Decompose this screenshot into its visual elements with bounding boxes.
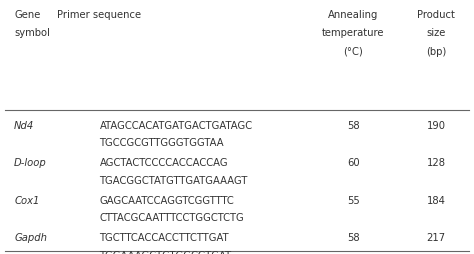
Text: symbol: symbol	[14, 28, 50, 38]
Text: Cox1: Cox1	[14, 196, 40, 206]
Text: TGCCGCGTTGGGTGGTAA: TGCCGCGTTGGGTGGTAA	[100, 138, 224, 148]
Text: size: size	[427, 28, 446, 38]
Text: 58: 58	[347, 121, 359, 131]
Text: (°C): (°C)	[343, 47, 363, 57]
Text: 55: 55	[347, 196, 359, 206]
Text: 60: 60	[347, 158, 359, 168]
Text: CTTACGCAATTTCCTGGCTCTG: CTTACGCAATTTCCTGGCTCTG	[100, 213, 244, 223]
Text: Nd4: Nd4	[14, 121, 35, 131]
Text: 190: 190	[427, 121, 446, 131]
Text: Annealing: Annealing	[328, 10, 378, 20]
Text: AGCTACTCCCCACCACCAG: AGCTACTCCCCACCACCAG	[100, 158, 228, 168]
Text: 58: 58	[347, 233, 359, 243]
Text: 217: 217	[427, 233, 446, 243]
Text: ATAGCCACATGATGACTGATAGC: ATAGCCACATGATGACTGATAGC	[100, 121, 253, 131]
Text: TGCTTCACCACCTTCTTGAT: TGCTTCACCACCTTCTTGAT	[100, 233, 229, 243]
Text: Primer sequence: Primer sequence	[57, 10, 142, 20]
Text: 128: 128	[427, 158, 446, 168]
Text: Gene: Gene	[14, 10, 41, 20]
Text: GAGCAATCCAGGTCGGTTTC: GAGCAATCCAGGTCGGTTTC	[100, 196, 234, 206]
Text: temperature: temperature	[322, 28, 384, 38]
Text: Gapdh: Gapdh	[14, 233, 47, 243]
Text: TGGAAAGCTGTGGCGTGAT: TGGAAAGCTGTGGCGTGAT	[100, 251, 232, 254]
Text: TGACGGCTATGTTGATGAAAGT: TGACGGCTATGTTGATGAAAGT	[100, 176, 248, 185]
Text: 184: 184	[427, 196, 446, 206]
Text: D-loop: D-loop	[14, 158, 47, 168]
Text: (bp): (bp)	[426, 47, 446, 57]
Text: Product: Product	[417, 10, 455, 20]
